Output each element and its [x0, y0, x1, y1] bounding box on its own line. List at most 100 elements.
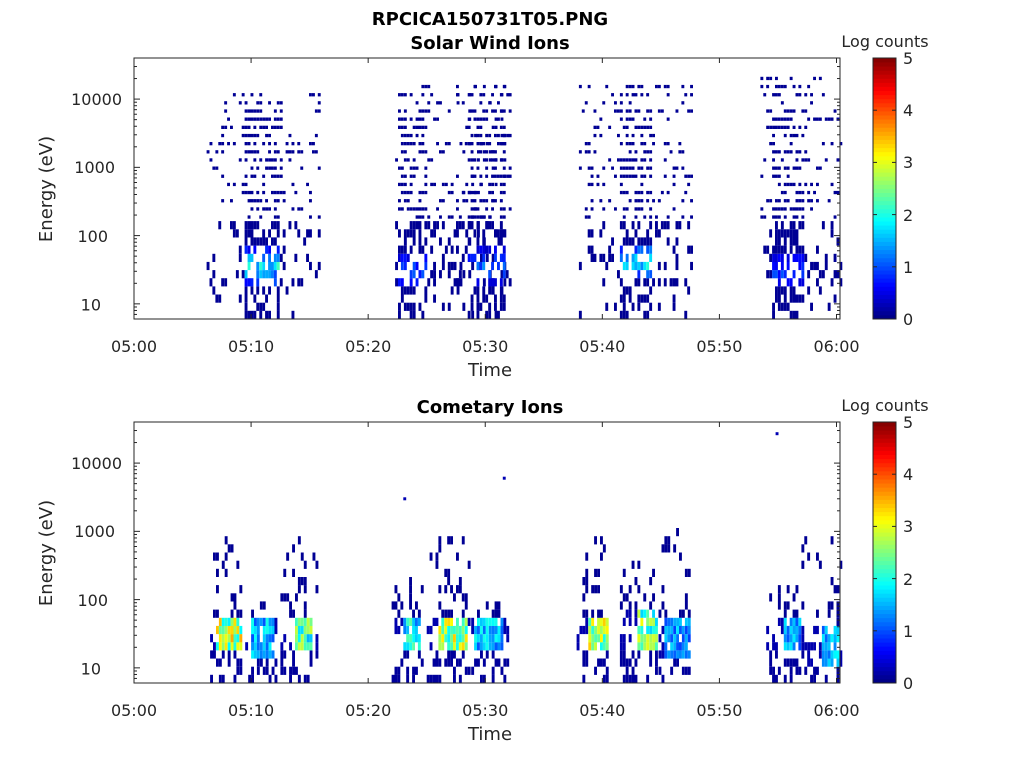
- heatmap-cell: [640, 166, 644, 170]
- heatmap-cell: [268, 133, 271, 138]
- heatmap-cell: [417, 634, 421, 643]
- heatmap-cell: [476, 142, 480, 146]
- heatmap-cell: [775, 93, 778, 97]
- heatmap-cell: [506, 625, 510, 635]
- heatmap-cell: [824, 253, 828, 262]
- heatmap-cell: [250, 310, 254, 319]
- heatmap-cell: [429, 642, 433, 651]
- heatmap-cell: [766, 84, 770, 89]
- heatmap-cell: [421, 207, 425, 211]
- colorbar-swatch: [873, 217, 896, 222]
- heatmap-cell: [619, 310, 623, 319]
- heatmap-cell: [244, 150, 248, 154]
- heatmap-cell: [813, 76, 816, 81]
- heatmap-cell: [403, 229, 407, 238]
- heatmap-cell: [783, 245, 787, 254]
- heatmap-cell: [833, 634, 837, 643]
- heatmap-cell: [435, 552, 439, 561]
- heatmap-cell: [488, 142, 492, 146]
- heatmap-cell: [625, 261, 629, 271]
- heatmap-cell: [256, 666, 260, 675]
- heatmap-cell: [786, 585, 790, 594]
- heatmap-cell: [458, 221, 462, 230]
- heatmap-cell: [649, 245, 653, 254]
- heatmap-cell: [833, 270, 837, 279]
- heatmap-cell: [675, 278, 679, 287]
- heatmap-cell: [400, 294, 404, 303]
- heatmap-cell: [409, 190, 413, 195]
- heatmap-cell: [262, 650, 266, 659]
- heatmap-cell: [789, 76, 793, 81]
- heatmap-cell: [649, 174, 653, 178]
- heatmap-cell: [456, 278, 459, 287]
- heatmap-cell: [798, 221, 802, 230]
- heatmap-cell: [783, 109, 787, 113]
- heatmap-cell: [221, 278, 225, 287]
- heatmap-cell: [792, 237, 796, 246]
- colorbar-swatch: [873, 310, 896, 316]
- heatmap-cell: [769, 76, 773, 81]
- heatmap-cell: [458, 634, 462, 643]
- heatmap-cell: [447, 237, 451, 246]
- heatmap-cell: [593, 125, 597, 129]
- heatmap-cell: [824, 158, 828, 162]
- heatmap-cell: [221, 617, 225, 626]
- heatmap-cell: [268, 158, 271, 162]
- heatmap-cell: [795, 93, 799, 97]
- heatmap-cell: [403, 117, 407, 121]
- heatmap-cell: [262, 237, 266, 246]
- heatmap-cell: [684, 593, 688, 602]
- heatmap-cell: [597, 609, 600, 618]
- heatmap-cell: [262, 117, 266, 121]
- heatmap-cell: [628, 237, 632, 246]
- colorbar-swatch: [873, 629, 896, 635]
- y-tick-label: 100: [77, 591, 108, 610]
- axes-frame-solar-wind: [133, 57, 841, 320]
- heatmap-cell: [491, 109, 494, 113]
- heatmap-cell: [783, 125, 787, 129]
- heatmap-cell: [763, 93, 767, 97]
- heatmap-cell: [398, 125, 401, 129]
- heatmap-cell: [649, 125, 653, 129]
- heatmap-cell: [818, 286, 822, 295]
- heatmap-cell: [640, 182, 644, 187]
- heatmap-cell: [288, 150, 292, 154]
- heatmap-cell: [256, 221, 260, 230]
- heatmap-cell: [687, 286, 691, 295]
- heatmap-cell: [262, 125, 266, 129]
- heatmap-cell: [309, 229, 312, 238]
- heatmap-cell: [470, 215, 474, 219]
- heatmap-cell: [317, 215, 321, 219]
- heatmap-cell: [777, 166, 781, 170]
- heatmap-cell: [597, 658, 600, 667]
- heatmap-cell: [775, 294, 778, 303]
- heatmap-cell: [625, 229, 629, 238]
- colorbar-swatch: [873, 507, 896, 513]
- heatmap-cell: [427, 278, 431, 287]
- heatmap-cell: [227, 625, 231, 635]
- heatmap-cell: [675, 261, 679, 271]
- heatmap-cell: [780, 286, 784, 295]
- heatmap-cell: [502, 302, 506, 311]
- heatmap-cell: [253, 142, 257, 146]
- heatmap-cell: [672, 302, 676, 311]
- heatmap-cell: [795, 253, 799, 262]
- heatmap-cell: [590, 166, 594, 170]
- heatmap-cell: [273, 125, 277, 129]
- colorbar-tick-label: 2: [903, 206, 913, 225]
- heatmap-cell: [824, 261, 828, 271]
- heatmap-cell: [276, 174, 280, 178]
- heatmap-cell: [661, 650, 665, 659]
- heatmap-cell: [775, 286, 778, 295]
- heatmap-cell: [594, 625, 597, 635]
- heatmap-cell: [303, 585, 307, 594]
- heatmap-cell: [672, 294, 676, 303]
- heatmap-cell: [833, 650, 837, 659]
- heatmap-cell: [473, 199, 477, 203]
- heatmap-cell: [628, 142, 632, 146]
- heatmap-cell: [403, 642, 407, 651]
- heatmap-cell: [470, 221, 474, 230]
- colorbar-swatch: [873, 446, 896, 451]
- heatmap-cell: [646, 125, 650, 129]
- heatmap-cell: [783, 166, 787, 170]
